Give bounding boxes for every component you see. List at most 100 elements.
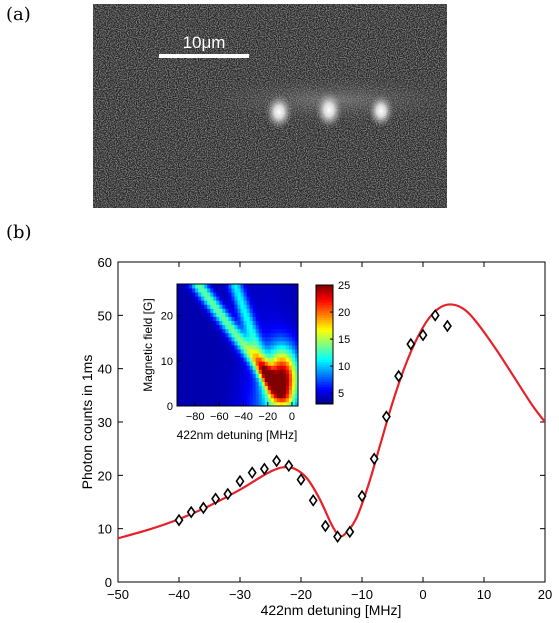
heatmap-cell <box>246 369 250 374</box>
heatmap-cell <box>243 385 247 391</box>
colorbar-segment <box>316 324 333 328</box>
heatmap-cell <box>234 312 238 317</box>
heatmap-cell <box>285 377 290 382</box>
heatmap-cell <box>204 316 208 321</box>
heatmap-cell <box>219 385 223 391</box>
heatmap-cell <box>186 340 190 346</box>
heatmap-cell <box>195 328 199 334</box>
heatmap-cell <box>189 393 193 399</box>
heatmap-cell <box>234 304 238 309</box>
heatmap-cell <box>195 357 199 362</box>
colorbar-segment <box>316 399 333 402</box>
heatmap-cell <box>216 288 220 293</box>
heatmap-cell <box>228 349 232 354</box>
heatmap-cell <box>225 361 229 366</box>
heatmap-cell <box>177 353 181 358</box>
heatmap-cell <box>228 393 232 399</box>
heatmap-cell <box>255 373 260 378</box>
heatmap-cell <box>219 345 223 350</box>
heatmap-cell <box>255 365 260 370</box>
heatmap-cell <box>276 340 281 346</box>
heatmap-cell <box>246 308 250 313</box>
heatmap-cell <box>180 324 184 330</box>
heatmap-cell <box>204 292 208 297</box>
heatmap-cell <box>267 369 272 374</box>
colorbar-segment <box>316 319 333 323</box>
heatmap-cell <box>222 324 226 330</box>
heatmap-cell <box>261 369 266 374</box>
heatmap-cell <box>261 389 266 395</box>
heatmap-cell <box>276 353 281 358</box>
heatmap-cell <box>198 361 202 366</box>
heatmap-cell <box>213 312 217 317</box>
heatmap-cell <box>276 328 281 334</box>
heatmap-cell <box>258 345 263 350</box>
heatmap-cell <box>282 373 287 378</box>
heatmap-cell <box>249 377 254 382</box>
heatmap-cell <box>291 332 296 338</box>
heatmap-cell <box>246 292 250 297</box>
heatmap-cell <box>234 357 238 362</box>
heatmap-cell <box>237 336 241 342</box>
colorbar-segment <box>316 346 333 350</box>
heatmap-cell <box>198 296 202 301</box>
inset-y-tick-label: 10 <box>161 356 173 368</box>
heatmap-cell <box>258 373 263 378</box>
heatmap-cell <box>240 288 244 293</box>
heatmap-cell <box>282 393 287 399</box>
heatmap-cell <box>234 397 238 403</box>
heatmap-cell <box>207 397 211 403</box>
heatmap-cell <box>237 385 241 391</box>
heatmap-cell <box>249 296 254 301</box>
heatmap-cell <box>288 401 293 407</box>
heatmap-cell <box>246 324 250 330</box>
heatmap-cell <box>210 288 214 293</box>
heatmap-cell <box>291 308 296 313</box>
heatmap-cell <box>288 312 293 317</box>
heatmap-cell <box>276 304 281 309</box>
heatmap-cell <box>225 369 229 374</box>
heatmap-cell <box>270 296 275 301</box>
heatmap-cell <box>204 357 208 362</box>
heatmap-cell <box>270 389 275 395</box>
heatmap-cell <box>222 308 226 313</box>
heatmap-cell <box>210 353 214 358</box>
heatmap-cell <box>291 353 296 358</box>
data-point <box>272 454 282 468</box>
heatmap-cell <box>204 300 208 305</box>
heatmap-cell <box>288 369 293 374</box>
heatmap-cell <box>207 381 211 387</box>
y-tick-label: 40 <box>98 362 112 377</box>
heatmap-cell <box>234 345 238 350</box>
heatmap-cell <box>249 304 254 309</box>
heatmap-cell <box>276 288 281 293</box>
heatmap-cell <box>213 365 217 370</box>
heatmap-cell <box>279 389 284 395</box>
heatmap-cell <box>207 340 211 346</box>
heatmap-cell <box>267 312 272 317</box>
colorbar-segment <box>316 299 333 303</box>
heatmap-cell <box>180 300 184 305</box>
heatmap-cell <box>249 284 254 289</box>
heatmap-cell <box>255 369 260 374</box>
heatmap-cell <box>189 312 193 317</box>
heatmap-cell <box>264 296 269 301</box>
heatmap-cell <box>201 393 205 399</box>
heatmap-cell <box>246 385 250 391</box>
heatmap-cell <box>273 373 278 378</box>
heatmap-cell <box>249 336 254 342</box>
heatmap-cell <box>249 332 254 338</box>
heatmap-cell <box>234 381 238 387</box>
heatmap-cell <box>180 328 184 334</box>
colorbar-segment <box>316 396 333 400</box>
heatmap-cell <box>273 345 278 350</box>
heatmap-cell <box>207 389 211 395</box>
heatmap-cell <box>240 373 244 378</box>
heatmap-cell <box>177 361 181 366</box>
heatmap-cell <box>204 284 208 289</box>
inset-y-tick-label: 20 <box>161 311 173 323</box>
heatmap-cell <box>198 389 202 395</box>
heatmap-cell <box>276 373 281 378</box>
heatmap-cell <box>282 288 287 293</box>
heatmap-cell <box>273 292 278 297</box>
